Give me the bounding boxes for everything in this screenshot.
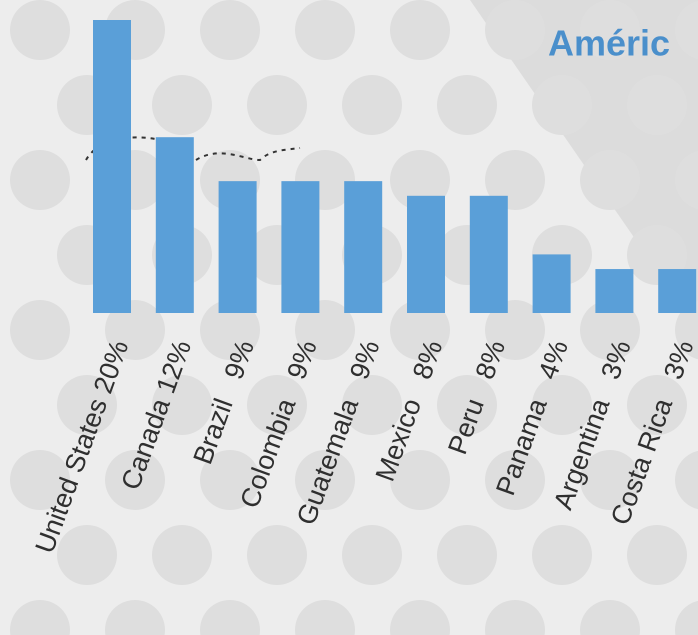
dot [10,450,70,510]
dot [627,75,687,135]
dot [485,450,545,510]
dot [105,600,165,635]
dot [342,75,402,135]
background-dots [10,0,698,635]
bar [407,195,445,313]
bar [658,269,697,313]
dot [437,375,497,435]
dot [675,0,698,60]
dot [485,150,545,210]
dot [295,450,355,510]
bar [469,195,508,313]
bar [532,254,571,313]
dot [390,0,450,60]
dot [247,375,307,435]
dot [200,600,260,635]
bar [93,20,131,313]
dot [57,375,117,435]
dot [10,150,70,210]
dot [675,300,698,360]
dot [390,600,450,635]
dot [627,375,687,435]
dot [485,600,545,635]
bar [281,181,320,313]
dot [342,525,402,585]
dot [580,150,640,210]
dot [390,450,450,510]
dot [200,300,260,360]
bars [93,20,697,313]
dot [295,0,355,60]
dot [342,375,402,435]
dot [105,450,165,510]
dot [390,150,450,210]
dot [580,0,640,60]
dot [10,0,70,60]
dot [437,525,497,585]
dot [627,525,687,585]
dot [485,300,545,360]
dot [247,525,307,585]
dot [390,300,450,360]
bar [218,181,257,313]
chart-title: Améric [548,23,670,64]
dot [295,300,355,360]
dot [295,600,355,635]
dot [532,75,592,135]
dot [675,450,698,510]
dot [580,300,640,360]
dot [580,450,640,510]
dot [675,150,698,210]
dot [580,600,640,635]
bar [595,269,634,313]
dot [152,75,212,135]
dot [10,300,70,360]
dot [152,525,212,585]
dot [675,600,698,635]
dot [57,525,117,585]
dot [437,75,497,135]
dot [200,0,260,60]
dot [152,375,212,435]
bar [344,181,383,313]
dot [105,300,165,360]
dot [532,375,592,435]
dotted-path [85,136,301,162]
dot [200,450,260,510]
bar [155,137,194,313]
dot [485,0,545,60]
dot [247,75,307,135]
dot [10,600,70,635]
dot [532,525,592,585]
